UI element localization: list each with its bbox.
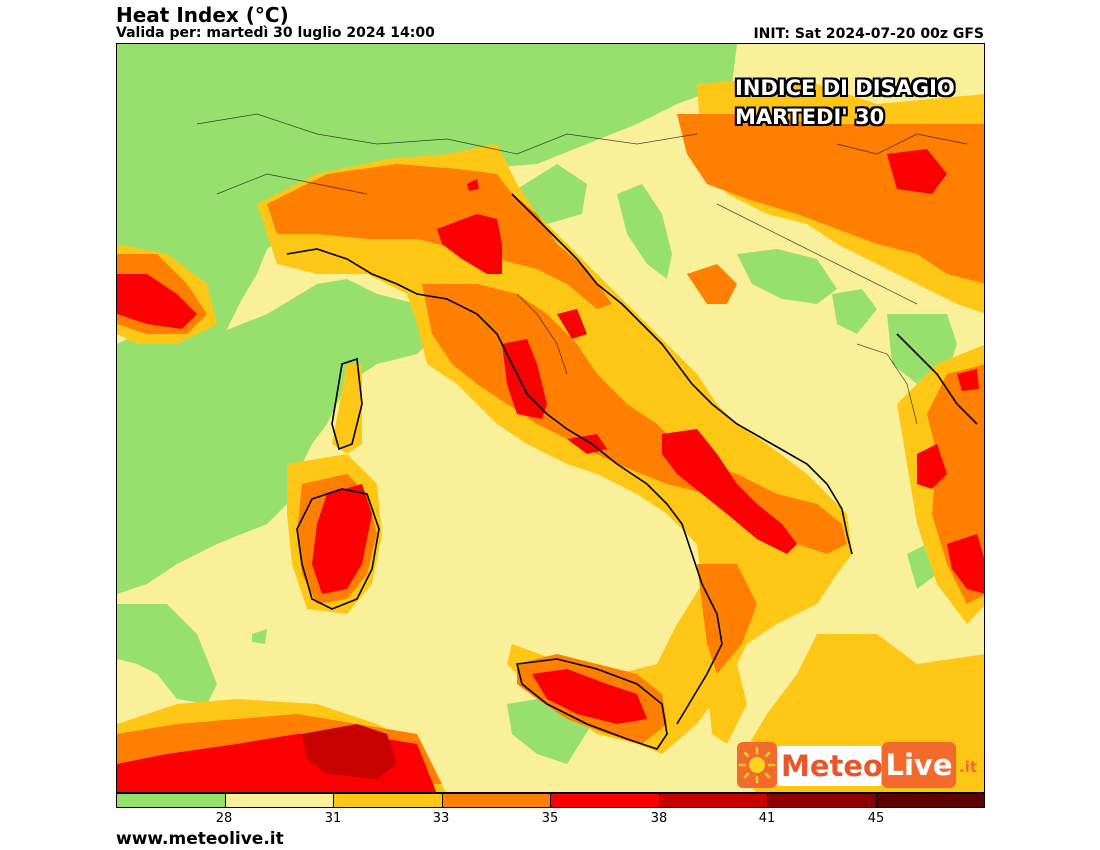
legend-tick: 31 (324, 811, 342, 826)
legend-swatch (659, 794, 768, 807)
legend-swatch (768, 794, 877, 807)
map-canvas (117, 44, 984, 792)
legend-tick: 35 (541, 811, 559, 826)
borders (196, 113, 968, 425)
legend-swatch (334, 794, 443, 807)
logo-text-suffix: .it (959, 758, 978, 776)
overlay-line-2: MARTEDI' 30 (735, 105, 885, 129)
overlay-caption: INDICE DI DISAGIO MARTEDI' 30 (735, 74, 955, 132)
legend-colorbar (116, 793, 985, 808)
legend-tick: 38 (650, 811, 668, 826)
logo-text-meteo: Meteo (777, 746, 883, 786)
legend-swatch (551, 794, 660, 807)
legend-tick: 33 (432, 811, 450, 826)
map-title: Heat Index (°C) (116, 3, 289, 27)
legend-swatch (876, 794, 984, 807)
footer-url: www.meteolive.it (116, 829, 284, 849)
zone-38-41 (302, 724, 397, 779)
meteolive-logo: Meteo Live .it (737, 742, 977, 790)
legend-tick: 45 (867, 811, 885, 826)
init-time: INIT: Sat 2024-07-20 00z GFS (753, 26, 984, 42)
logo-text-live: Live (882, 742, 956, 788)
overlay-line-1: INDICE DI DISAGIO (735, 76, 955, 100)
valid-time: Valida per: martedì 30 luglio 2024 14:00 (116, 25, 435, 41)
legend-swatch (117, 794, 226, 807)
heat-index-map: INDICE DI DISAGIO MARTEDI' 30 Meteo Live (116, 43, 985, 793)
legend-swatch (225, 794, 334, 807)
coastlines (286, 193, 978, 750)
legend-tick: 28 (215, 811, 233, 826)
legend-swatch (442, 794, 551, 807)
legend-tick: 41 (758, 811, 776, 826)
sun-icon (737, 742, 777, 788)
